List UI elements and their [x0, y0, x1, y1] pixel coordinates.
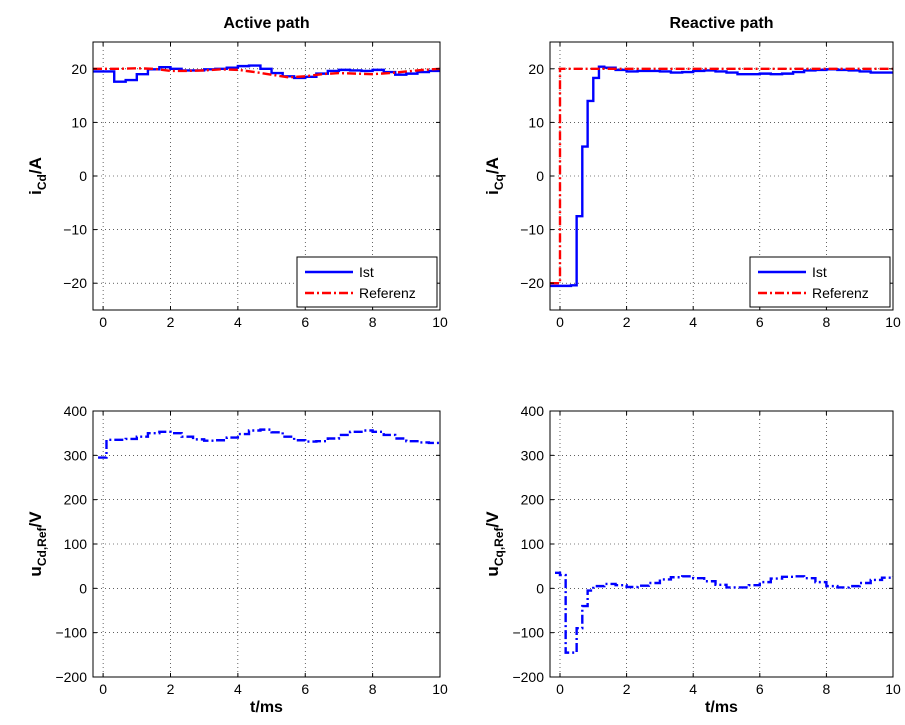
x-tick-label: 4: [689, 314, 697, 330]
y-axis-label: iCd/A: [26, 157, 49, 195]
y-axis-label-unit: /A: [483, 157, 502, 174]
x-axis-label: t/ms: [250, 699, 283, 716]
y-axis-label-subscript: Cq: [492, 174, 506, 190]
y-tick-label: 200: [521, 492, 545, 508]
x-tick-label: 2: [623, 314, 631, 330]
x-tick-label: 8: [369, 314, 377, 330]
legend-label: Referenz: [359, 285, 416, 301]
x-tick-label: 4: [234, 314, 242, 330]
x-tick-label: 6: [301, 314, 309, 330]
subplot-reactive-current: 0 2 4 6 8 10 −20 −10 0 10 20 Reactive path iCq/A Ist R…: [483, 15, 901, 330]
x-tick-label: 6: [756, 314, 764, 330]
x-axis-label: t/ms: [705, 699, 738, 716]
x-tick-label: 10: [432, 681, 448, 697]
y-tick-label: −100: [55, 625, 87, 641]
x-tick-label: 4: [689, 681, 697, 697]
legend-label: Ist: [812, 264, 827, 280]
x-tick-label: 0: [556, 314, 564, 330]
legend: Ist Referenz: [296, 256, 438, 308]
y-tick-label: 0: [79, 580, 87, 596]
y-axis-label-symbol: i: [26, 190, 45, 195]
y-tick-label: −200: [512, 669, 544, 685]
x-tick-label: 8: [369, 681, 377, 697]
x-tick-label: 6: [301, 681, 309, 697]
y-axis-label: iCq/A: [483, 157, 506, 195]
y-tick-label: 400: [521, 403, 545, 419]
plot-area: [550, 411, 893, 677]
x-tick-label: 8: [822, 681, 830, 697]
subplot-active-current: 0 2 4 6 8 10 −20 −10 0 10 20 Active path iCd/A Ist Ref…: [26, 15, 448, 330]
y-axis-label-subscript: Cq,Ref: [492, 527, 506, 567]
legend-box: [749, 256, 891, 308]
x-tick-label: 10: [885, 681, 901, 697]
legend-box: [296, 256, 438, 308]
series-line-referenz: [93, 67, 440, 79]
y-axis-label: uCd,Ref/V: [26, 511, 49, 577]
x-tick-label: 10: [885, 314, 901, 330]
x-tick-label: 8: [822, 314, 830, 330]
chart-title: Active path: [223, 15, 309, 32]
y-tick-label: 100: [521, 536, 545, 552]
subplot-active-voltage: 0 2 4 6 8 10 −200 −100 0 100 200 300 400 t/ms uCd,Ref/…: [26, 403, 448, 716]
x-tick-label: 10: [432, 314, 448, 330]
y-tick-label: −10: [520, 222, 544, 238]
legend-label: Referenz: [812, 285, 869, 301]
x-tick-label: 2: [167, 681, 175, 697]
y-axis-label-subscript: Cd,Ref: [35, 527, 49, 567]
y-axis-label-symbol: i: [483, 190, 502, 195]
y-axis-label-subscript: Cd: [35, 174, 49, 190]
legend: Ist Referenz: [749, 256, 891, 308]
y-tick-label: −100: [512, 625, 544, 641]
y-tick-label: −200: [55, 669, 87, 685]
x-tick-label: 6: [756, 681, 764, 697]
x-tick-label: 0: [556, 681, 564, 697]
chart-title: Reactive path: [669, 15, 773, 32]
y-tick-label: 20: [71, 61, 87, 77]
y-tick-label: 300: [521, 447, 545, 463]
plot-area: [93, 411, 440, 677]
y-tick-label: 300: [64, 447, 88, 463]
series-line-voltage: [98, 428, 440, 459]
x-tick-label: 4: [234, 681, 242, 697]
y-tick-label: 400: [64, 403, 88, 419]
y-tick-label: 0: [79, 168, 87, 184]
y-axis-label-symbol: u: [483, 566, 502, 576]
y-axis-label-symbol: u: [26, 566, 45, 576]
subplot-reactive-voltage: 0 2 4 6 8 10 −200 −100 0 100 200 300 400 t/ms uCq,Ref/…: [483, 403, 901, 716]
y-axis-label-unit: /V: [26, 511, 45, 528]
y-tick-label: 0: [536, 580, 544, 596]
x-tick-label: 2: [167, 314, 175, 330]
series-line-referenz: [550, 67, 893, 285]
y-tick-label: −10: [63, 222, 87, 238]
y-tick-label: 0: [536, 168, 544, 184]
y-tick-label: 10: [528, 114, 544, 130]
y-tick-label: 20: [528, 61, 544, 77]
y-tick-label: −20: [63, 275, 87, 291]
y-tick-label: 10: [71, 114, 87, 130]
y-axis-label: uCq,Ref/V: [483, 511, 506, 577]
y-axis-label-unit: /V: [483, 511, 502, 528]
legend-label: Ist: [359, 264, 374, 280]
y-tick-label: 200: [64, 492, 88, 508]
y-tick-label: −20: [520, 275, 544, 291]
x-tick-label: 0: [99, 314, 107, 330]
x-tick-label: 2: [623, 681, 631, 697]
x-tick-label: 0: [99, 681, 107, 697]
series-line-voltage: [555, 571, 893, 654]
y-tick-label: 100: [64, 536, 88, 552]
y-axis-label-unit: /A: [26, 157, 45, 174]
